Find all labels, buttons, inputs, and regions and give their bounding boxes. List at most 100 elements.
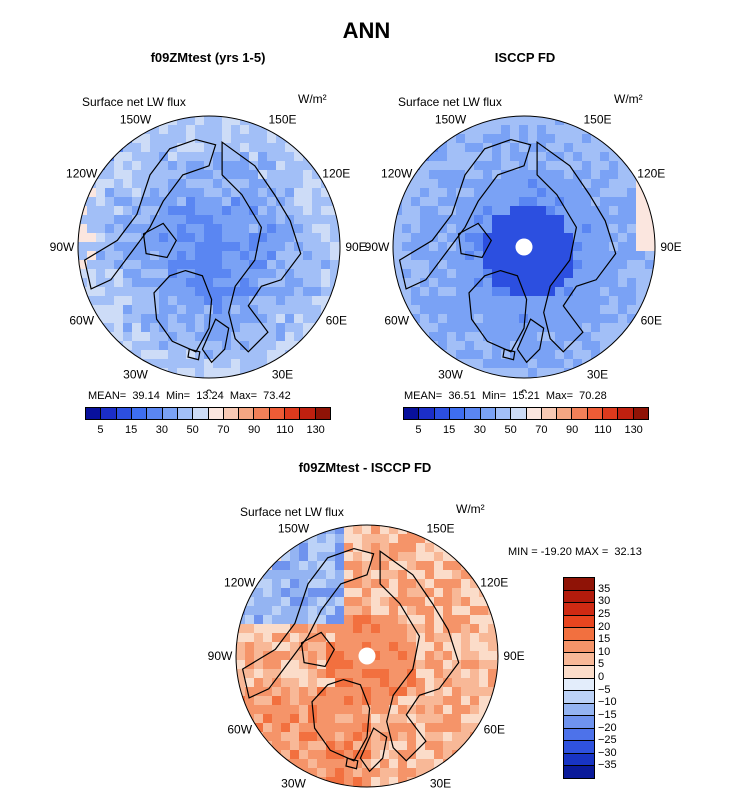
heatmap-cell bbox=[303, 287, 313, 297]
heatmap-cell bbox=[555, 350, 565, 360]
heatmap-cell bbox=[456, 260, 466, 270]
heatmap-cell bbox=[281, 669, 291, 679]
heatmap-cell bbox=[456, 296, 466, 306]
heatmap-cell bbox=[483, 296, 493, 306]
heatmap-cell bbox=[371, 606, 381, 616]
heatmap-cell bbox=[267, 179, 277, 189]
heatmap-cell bbox=[483, 125, 493, 135]
heatmap-cell bbox=[470, 597, 480, 607]
longitude-label: 90W bbox=[208, 649, 233, 663]
heatmap-cell bbox=[479, 651, 489, 661]
heatmap-cell bbox=[389, 678, 399, 688]
heatmap-cell bbox=[380, 543, 390, 553]
heatmap-cell bbox=[416, 750, 426, 760]
heatmap-cell bbox=[303, 350, 313, 360]
heatmap-cell bbox=[272, 561, 282, 571]
heatmap-cell bbox=[380, 588, 390, 598]
heatmap-cell bbox=[353, 651, 363, 661]
heatmap-cell bbox=[528, 287, 538, 297]
longitude-label: 0 bbox=[521, 387, 528, 393]
heatmap-cell bbox=[236, 651, 246, 661]
heatmap-cell bbox=[177, 134, 187, 144]
heatmap-cell bbox=[276, 287, 286, 297]
heatmap-cell bbox=[600, 332, 610, 342]
heatmap-cell bbox=[474, 350, 484, 360]
heatmap-cell bbox=[105, 242, 115, 252]
heatmap-cell bbox=[465, 332, 475, 342]
heatmap-cell bbox=[452, 624, 462, 634]
heatmap-cell bbox=[362, 543, 372, 553]
heatmap-cell bbox=[222, 323, 232, 333]
heatmap-cell bbox=[263, 642, 273, 652]
colorbar-swatch bbox=[564, 615, 594, 629]
heatmap-cell bbox=[528, 215, 538, 225]
heatmap-cell bbox=[258, 134, 268, 144]
heatmap-cell bbox=[411, 224, 421, 234]
heatmap-cell bbox=[222, 269, 232, 279]
heatmap-cell bbox=[528, 350, 538, 360]
heatmap-cell bbox=[501, 206, 511, 216]
heatmap-cell bbox=[492, 134, 502, 144]
heatmap-cell bbox=[519, 260, 529, 270]
heatmap-cell bbox=[398, 624, 408, 634]
heatmap-cell bbox=[537, 359, 547, 369]
heatmap-cell bbox=[308, 759, 318, 769]
heatmap-cell bbox=[528, 224, 538, 234]
heatmap-cell bbox=[537, 341, 547, 351]
heatmap-cell bbox=[483, 233, 493, 243]
heatmap-cell bbox=[564, 359, 574, 369]
heatmap-cell bbox=[492, 161, 502, 171]
heatmap-cell bbox=[344, 696, 354, 706]
heatmap-cell bbox=[407, 714, 417, 724]
heatmap-cell bbox=[425, 588, 435, 598]
heatmap-cell bbox=[321, 233, 331, 243]
heatmap-cell bbox=[141, 143, 151, 153]
heatmap-cell bbox=[141, 233, 151, 243]
heatmap-cell bbox=[555, 197, 565, 207]
heatmap-cell bbox=[231, 350, 241, 360]
heatmap-cell bbox=[618, 242, 628, 252]
heatmap-cell bbox=[312, 251, 322, 261]
heatmap-cell bbox=[303, 224, 313, 234]
heatmap-cell bbox=[447, 260, 457, 270]
heatmap-cell bbox=[254, 687, 264, 697]
heatmap-cell bbox=[452, 723, 462, 733]
heatmap-cell bbox=[573, 251, 583, 261]
heatmap-cell bbox=[438, 242, 448, 252]
heatmap-cell bbox=[564, 269, 574, 279]
heatmap-cell bbox=[114, 305, 124, 315]
heatmap-cell bbox=[312, 161, 322, 171]
heatmap-cell bbox=[285, 143, 295, 153]
heatmap-cell bbox=[254, 678, 264, 688]
heatmap-cell bbox=[362, 687, 372, 697]
heatmap-cell bbox=[362, 534, 372, 544]
heatmap-cell bbox=[546, 215, 556, 225]
colorbar-swatch bbox=[434, 408, 450, 419]
heatmap-cell bbox=[398, 606, 408, 616]
heatmap-cell bbox=[600, 323, 610, 333]
heatmap-cell bbox=[371, 651, 381, 661]
heatmap-cell bbox=[582, 179, 592, 189]
colorbar-swatch bbox=[587, 408, 604, 419]
heatmap-cell bbox=[420, 278, 430, 288]
heatmap-cell bbox=[240, 206, 250, 216]
heatmap-cell bbox=[609, 332, 619, 342]
heatmap-cell bbox=[344, 678, 354, 688]
heatmap-cell bbox=[411, 188, 421, 198]
heatmap-cell bbox=[600, 278, 610, 288]
heatmap-cell bbox=[213, 368, 223, 378]
coastline bbox=[241, 547, 375, 699]
heatmap-cell bbox=[546, 152, 556, 162]
heatmap-cell bbox=[353, 777, 363, 787]
heatmap-cell bbox=[299, 561, 309, 571]
heatmap-cell bbox=[371, 723, 381, 733]
heatmap-cell bbox=[407, 759, 417, 769]
heatmap-cell bbox=[222, 152, 232, 162]
heatmap-cell bbox=[240, 170, 250, 180]
heatmap-cell bbox=[443, 732, 453, 742]
heatmap-cell bbox=[609, 323, 619, 333]
heatmap-cell bbox=[231, 116, 241, 126]
heatmap-cell bbox=[434, 723, 444, 733]
heatmap-cell bbox=[272, 660, 282, 670]
heatmap-cell bbox=[470, 741, 480, 751]
